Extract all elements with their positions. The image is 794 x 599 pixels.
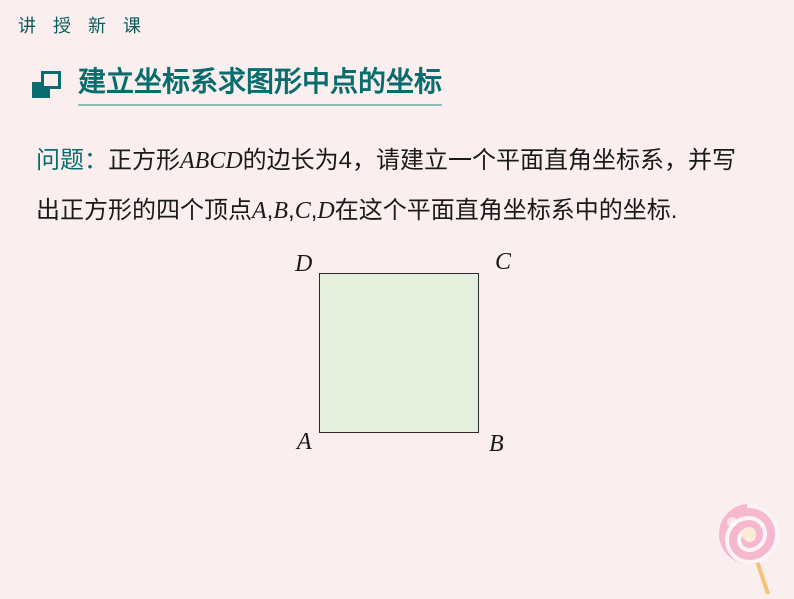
point-label-b: B: [489, 431, 504, 458]
pt-d-inline: D: [317, 198, 334, 224]
lollipop-icon: [714, 502, 786, 594]
page-title: 建立坐标系求图形中点的坐标: [78, 60, 442, 106]
square-shape: [319, 273, 479, 433]
comma-2: ,: [288, 197, 295, 224]
title-icon: [32, 68, 62, 98]
point-label-d: D: [295, 251, 312, 278]
text-seg-3: 在这个平面直角坐标系中的坐标.: [335, 197, 678, 224]
title-row: 建立坐标系求图形中点的坐标: [0, 60, 794, 106]
pt-a-inline: A: [252, 198, 267, 224]
text-seg-1: 正方形: [108, 147, 180, 174]
square-name: ABCD: [180, 148, 243, 174]
pt-c-inline: C: [295, 198, 311, 224]
question-text: 问题：正方形ABCD的边长为4，请建立一个平面直角坐标系，并写出正方形的四个顶点…: [0, 106, 794, 237]
point-label-a: A: [297, 429, 312, 456]
point-label-c: C: [495, 249, 511, 276]
square-figure: D C A B: [297, 257, 497, 457]
question-label: 问题：: [36, 147, 108, 174]
pt-b-inline: B: [273, 198, 288, 224]
section-header: 讲 授 新 课: [0, 0, 794, 38]
